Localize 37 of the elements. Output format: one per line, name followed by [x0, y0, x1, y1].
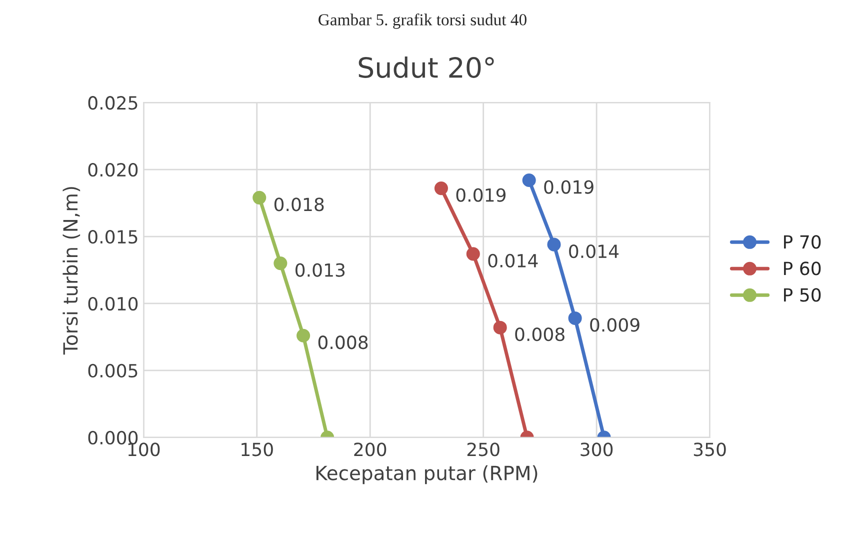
- legend-label: P 70: [784, 235, 821, 249]
- data-label: 0.008: [318, 336, 368, 350]
- x-tick-label: 250: [467, 442, 500, 456]
- y-tick-label: 0.005: [88, 364, 138, 378]
- point: [274, 256, 288, 270]
- point: [547, 238, 561, 252]
- y-tick-label: 0.015: [88, 230, 138, 244]
- point: [434, 182, 448, 196]
- point: [252, 190, 266, 204]
- text: Gambar 5. grafik torsi sudut 40: [318, 14, 526, 29]
- x-tick-label: 300: [580, 442, 613, 456]
- data-label: 0.008: [515, 328, 564, 342]
- y-tick-label: 0.025: [88, 96, 138, 110]
- y-tick-label: 0.010: [88, 296, 138, 311]
- data-label: 0.014: [569, 244, 619, 258]
- point: [522, 174, 536, 188]
- legend-label: P 50: [784, 288, 821, 302]
- x-tick-label: 350: [694, 442, 726, 456]
- data-label: 0.018: [274, 198, 324, 212]
- x-tick-label: 200: [354, 442, 386, 456]
- point: [296, 328, 310, 342]
- y-tick-label: 0.020: [88, 163, 138, 177]
- data-label: 0.019: [544, 180, 594, 194]
- x-tick-label: 100: [128, 442, 160, 456]
- data-label: 0.013: [296, 263, 345, 277]
- point: [493, 320, 507, 334]
- data-label: 0.019: [456, 188, 506, 202]
- legend-label: P 60: [784, 262, 821, 276]
- x-axis-title: Kecepatan putar (RPM): [316, 465, 538, 484]
- x-tick-label: 150: [242, 442, 273, 456]
- y-axis-title: Torsi turbin (N,m): [62, 187, 80, 355]
- chart-title: Sudut 20°: [358, 56, 494, 78]
- data-label: 0.014: [488, 254, 538, 268]
- y-tick-label: 0.000: [88, 430, 138, 445]
- data-label: 0.009: [590, 318, 640, 332]
- point: [466, 247, 480, 261]
- point: [568, 311, 582, 325]
